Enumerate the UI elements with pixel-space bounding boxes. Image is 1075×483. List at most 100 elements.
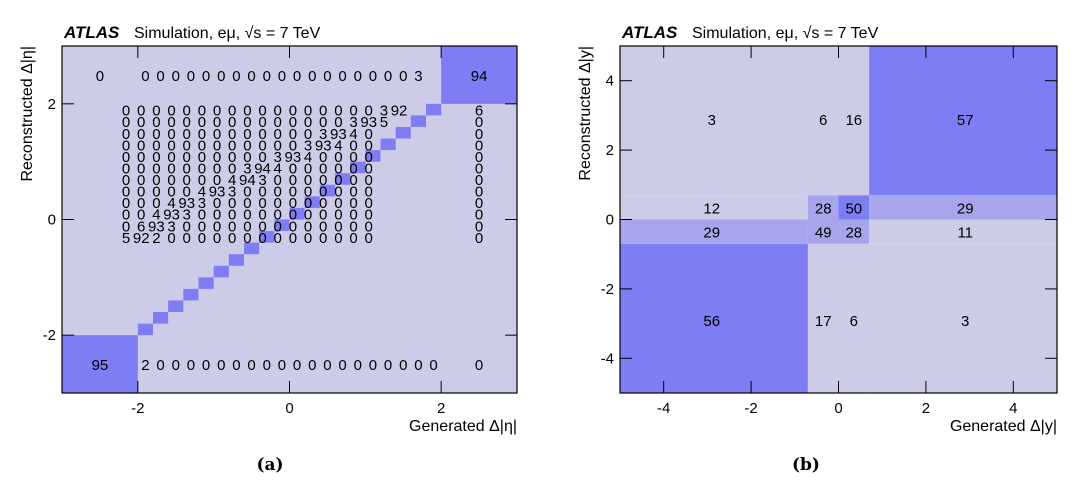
cell-label: 0 <box>349 230 357 247</box>
cell-label: 0 <box>354 357 362 374</box>
cell-label: 0 <box>198 160 206 177</box>
cell-label: 0 <box>243 195 251 212</box>
cell-label: 0 <box>213 207 221 224</box>
cell-label: 0 <box>156 68 164 85</box>
heatmap-cell <box>426 103 442 116</box>
x-tick-label: -2 <box>131 400 144 417</box>
cell-label: 0 <box>213 195 221 212</box>
cell-label: 0 <box>349 207 357 224</box>
y-axis-title: Reconstructed Δ|η| <box>19 46 36 182</box>
cell-label: 0 <box>278 68 286 85</box>
cell-label: 0 <box>319 160 327 177</box>
cell-label: 0 <box>232 68 240 85</box>
heatmap-cell <box>228 254 244 266</box>
cell-label: 49 <box>815 225 832 242</box>
heatmap-cell <box>838 46 870 196</box>
cell-label: 4 <box>334 137 342 154</box>
cell-label: 0 <box>122 149 130 166</box>
cell-label: 3 <box>198 195 206 212</box>
cell-label: 0 <box>217 68 225 85</box>
cell-label: 0 <box>198 103 206 120</box>
cell-label: 0 <box>323 68 331 85</box>
cell-label: 0 <box>243 218 251 235</box>
cell-label: 0 <box>369 357 377 374</box>
cell-label: 0 <box>187 357 195 374</box>
cell-label: 29 <box>957 200 974 217</box>
y-tick-label: 0 <box>48 212 56 229</box>
cell-label: 5 <box>380 114 388 131</box>
x-axis-title: Generated Δ|η| <box>409 418 517 435</box>
cell-label: 0 <box>274 218 282 235</box>
cell-label: 0 <box>213 230 221 247</box>
cell-label: 93 <box>315 137 332 154</box>
cell-label: 28 <box>845 225 862 242</box>
cell-label: 0 <box>247 68 255 85</box>
cell-label: 0 <box>258 103 266 120</box>
cell-label: 3 <box>380 103 388 120</box>
cell-label: 0 <box>183 149 191 166</box>
cell-label: 0 <box>183 172 191 189</box>
heatmap-cell <box>137 323 153 336</box>
cell-label: 0 <box>289 172 297 189</box>
cell-label: 0 <box>349 149 357 166</box>
cell-label: 0 <box>349 195 357 212</box>
cell-label: 0 <box>399 68 407 85</box>
cell-label: 0 <box>334 160 342 177</box>
cell-label: 0 <box>319 103 327 120</box>
cell-label: 0 <box>323 357 331 374</box>
cell-label: 0 <box>365 149 373 166</box>
cell-label: 4 <box>274 160 282 177</box>
cell-label: 0 <box>213 172 221 189</box>
cell-label: 0 <box>137 207 145 224</box>
cell-label: 0 <box>243 149 251 166</box>
cell-label: 0 <box>198 114 206 131</box>
cell-label: 0 <box>152 195 160 212</box>
cell-label: 0 <box>258 149 266 166</box>
cell-label: 0 <box>308 68 316 85</box>
cell-label-overflow: 0 <box>475 126 483 143</box>
cell-label: 0 <box>274 126 282 143</box>
cell-label: 0 <box>152 137 160 154</box>
cell-label: 0 <box>198 172 206 189</box>
heatmap-cell <box>335 173 351 185</box>
cell-label: 4 <box>228 172 236 189</box>
cell-label: 6 <box>819 112 827 129</box>
cell-label: 29 <box>703 225 720 242</box>
cell-label: 0 <box>228 114 236 131</box>
cell-label: 0 <box>141 68 149 85</box>
cell-label: 95 <box>92 357 109 374</box>
cell-label: 0 <box>96 68 104 85</box>
cell-label-overflow: 0 <box>475 207 483 224</box>
experiment-label: ATLAS <box>621 23 678 42</box>
cell-label: 0 <box>167 137 175 154</box>
cell-label: 0 <box>289 126 297 143</box>
heatmap-cell <box>350 161 366 174</box>
cell-label: 0 <box>475 357 483 374</box>
cell-label: 0 <box>228 126 236 143</box>
cell-label: 0 <box>172 357 180 374</box>
cell-label: 0 <box>122 218 130 235</box>
cell-label: 0 <box>122 160 130 177</box>
cell-label: 50 <box>845 200 862 217</box>
cell-label: 0 <box>152 172 160 189</box>
cell-label: 0 <box>243 137 251 154</box>
cell-label: 0 <box>263 68 271 85</box>
cell-label-overflow: 0 <box>475 195 483 212</box>
cell-label: 3 <box>183 207 191 224</box>
cell-label: 3 <box>274 149 282 166</box>
cell-label: 0 <box>304 126 312 143</box>
cell-label-overflow: 0 <box>475 230 483 247</box>
cell-label: 0 <box>213 218 221 235</box>
cell-label: 0 <box>289 184 297 201</box>
cell-label: 0 <box>289 114 297 131</box>
cell-label: 0 <box>289 230 297 247</box>
cell-label: 0 <box>228 103 236 120</box>
cell-label: 0 <box>122 172 130 189</box>
x-tick-label: 0 <box>834 400 842 417</box>
heatmap-cell <box>620 46 808 196</box>
heatmap-cell <box>289 207 305 220</box>
cell-label: 0 <box>369 68 377 85</box>
cell-label: 0 <box>258 184 266 201</box>
cell-label: 4 <box>167 195 175 212</box>
